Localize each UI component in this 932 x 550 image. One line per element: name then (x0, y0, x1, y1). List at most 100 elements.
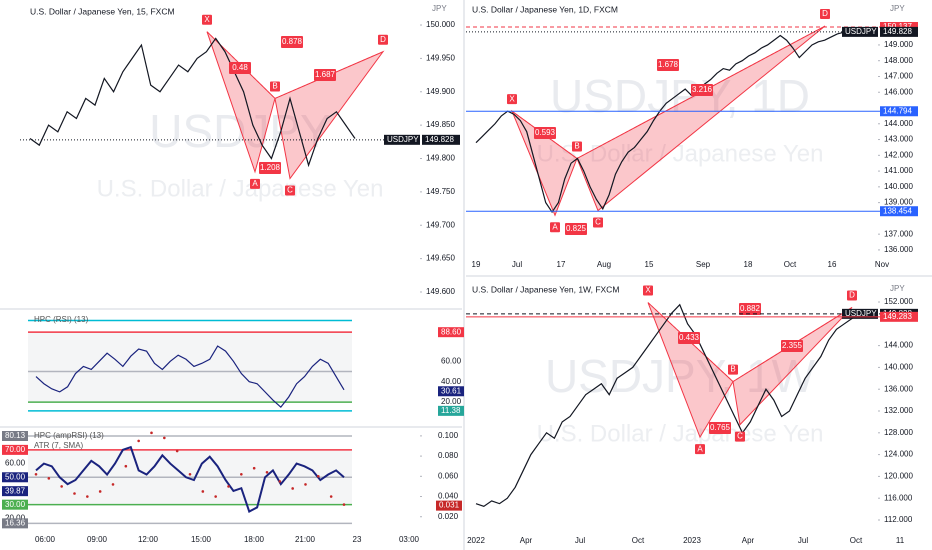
axis-tag (2, 472, 28, 483)
ratio-tag (739, 303, 761, 315)
pattern-point-label: D (380, 35, 386, 44)
atr-dot (342, 503, 346, 506)
ratio-tag (709, 422, 731, 434)
y-tick-label: 116.000 (884, 493, 913, 502)
ratio-tag (281, 36, 303, 48)
currency: JPY (890, 4, 905, 13)
y2-tick-label: 0.040 (438, 492, 459, 501)
pattern-point-tag (735, 431, 745, 442)
axis-tag-label: 150.137 (883, 22, 912, 31)
x-tick-label: 19 (472, 260, 481, 269)
y-tick-label: 40.00 (441, 377, 462, 386)
x-tick-label: Oct (850, 536, 863, 545)
currency: JPY (890, 284, 905, 293)
pattern-point-label: C (595, 218, 601, 227)
watermark: USDJPY (149, 105, 330, 157)
pattern-point-label: A (697, 444, 703, 453)
y-tick-label: 149.650 (426, 254, 455, 263)
atr-dot (175, 449, 179, 453)
y-tick-label: 149.850 (426, 120, 455, 129)
x-tick-label: 18 (744, 260, 753, 269)
atr-dot (60, 485, 63, 488)
atr-dot (214, 495, 217, 498)
ratio-label: 0.48 (232, 63, 248, 72)
atr-dot (252, 466, 256, 470)
y-tick-label: 60.00 (441, 356, 462, 365)
pattern-point-tag (728, 364, 738, 375)
y-tick-label: 148.000 (884, 56, 913, 65)
watermark: USDJPY, 1D (550, 70, 810, 122)
y-tick-label: 144.000 (884, 341, 913, 350)
axis-tag (436, 500, 462, 511)
x-tick-label: Aug (597, 260, 611, 269)
pattern-point-label: B (272, 82, 277, 91)
atr-dot (304, 483, 307, 486)
watermark: USDJPY, 1W (545, 350, 816, 402)
axis-tag-label: 39.87 (5, 486, 26, 495)
y-tick-label: 140.000 (884, 182, 913, 191)
axis-tag (842, 308, 878, 319)
pattern-point-label: X (645, 286, 651, 295)
axis-tag (880, 26, 918, 37)
axis-tag (438, 405, 464, 416)
y-tick-label: 141.000 (884, 166, 913, 175)
pattern-point-tag (507, 94, 517, 105)
y-tick-label: 146.000 (884, 87, 913, 96)
x-tick-label: 15 (645, 260, 654, 269)
pattern-legs (647, 302, 853, 383)
axis-tag-label: 30.61 (441, 386, 462, 395)
atr-dot (227, 485, 230, 488)
ratio-label: 1.687 (315, 70, 336, 79)
y-tick-label: 140.000 (884, 363, 913, 372)
pattern-point-tag (695, 444, 705, 455)
axis-tag (880, 206, 918, 217)
y-tick-label: 149.600 (426, 287, 455, 296)
pane-title: ATR (7, SMA) (34, 441, 84, 450)
pattern-point-tag (593, 217, 603, 228)
axis-tag-label: 16.36 (5, 518, 26, 527)
ratio-label: 0.882 (740, 304, 761, 313)
y-tick-label: 144.000 (884, 119, 913, 128)
y-tick-label: 120.000 (884, 472, 913, 481)
atr-dot (47, 477, 51, 480)
pattern-point-label: X (509, 94, 515, 103)
y-tick-label: 149.750 (426, 187, 455, 196)
y-tick-label: 149.950 (426, 54, 455, 63)
atr-dot (73, 492, 76, 495)
pattern-point-label: D (849, 291, 855, 300)
price-line (29, 37, 356, 168)
y-tick-label: 136.000 (884, 245, 913, 254)
ratio-label: 0.825 (566, 224, 587, 233)
axis-tag-label: USDJPY (387, 135, 419, 144)
pattern-point-tag (820, 9, 830, 20)
axis-tag (2, 431, 28, 441)
ratio-label: 2.355 (782, 341, 803, 350)
y2-tick-label: 0.100 (438, 431, 459, 440)
axis-tag-label: 88.60 (441, 327, 462, 336)
chart-title: U.S. Dollar / Japanese Yen, 15, FXCM (30, 6, 175, 16)
atr-dot (240, 472, 243, 476)
pattern-point-label: A (552, 222, 558, 231)
axis-tag (384, 134, 420, 145)
y-tick-label: 149.700 (426, 220, 455, 229)
band (28, 332, 352, 403)
x-tick-label: 17 (557, 260, 566, 269)
atr-dot (329, 495, 333, 498)
indicator-line (35, 445, 345, 513)
ratio-label: 0.593 (535, 128, 556, 137)
x-tick-label: 15:00 (191, 535, 212, 544)
axis-tag (2, 518, 28, 529)
pane-title: HPC (ampRSI) (13) (34, 431, 104, 440)
atr-dot (188, 472, 192, 476)
axis-tag-label: 149.828 (425, 135, 454, 144)
pattern-point-tag (250, 178, 260, 189)
axis-tag (438, 327, 464, 338)
x-tick-label: Apr (742, 536, 755, 545)
chart-title: U.S. Dollar / Japanese Yen, 1D, FXCM (472, 4, 618, 14)
y-tick-label: 20.00 (5, 513, 26, 522)
y-tick-label: 124.000 (884, 450, 913, 459)
x-tick-label: 2022 (467, 536, 485, 545)
y-tick-label: 128.000 (884, 428, 913, 437)
currency: JPY (432, 4, 447, 13)
